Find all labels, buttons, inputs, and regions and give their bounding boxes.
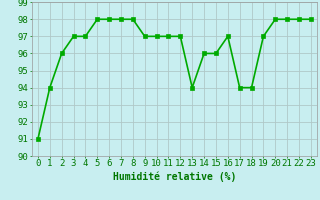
X-axis label: Humidité relative (%): Humidité relative (%) [113,171,236,182]
